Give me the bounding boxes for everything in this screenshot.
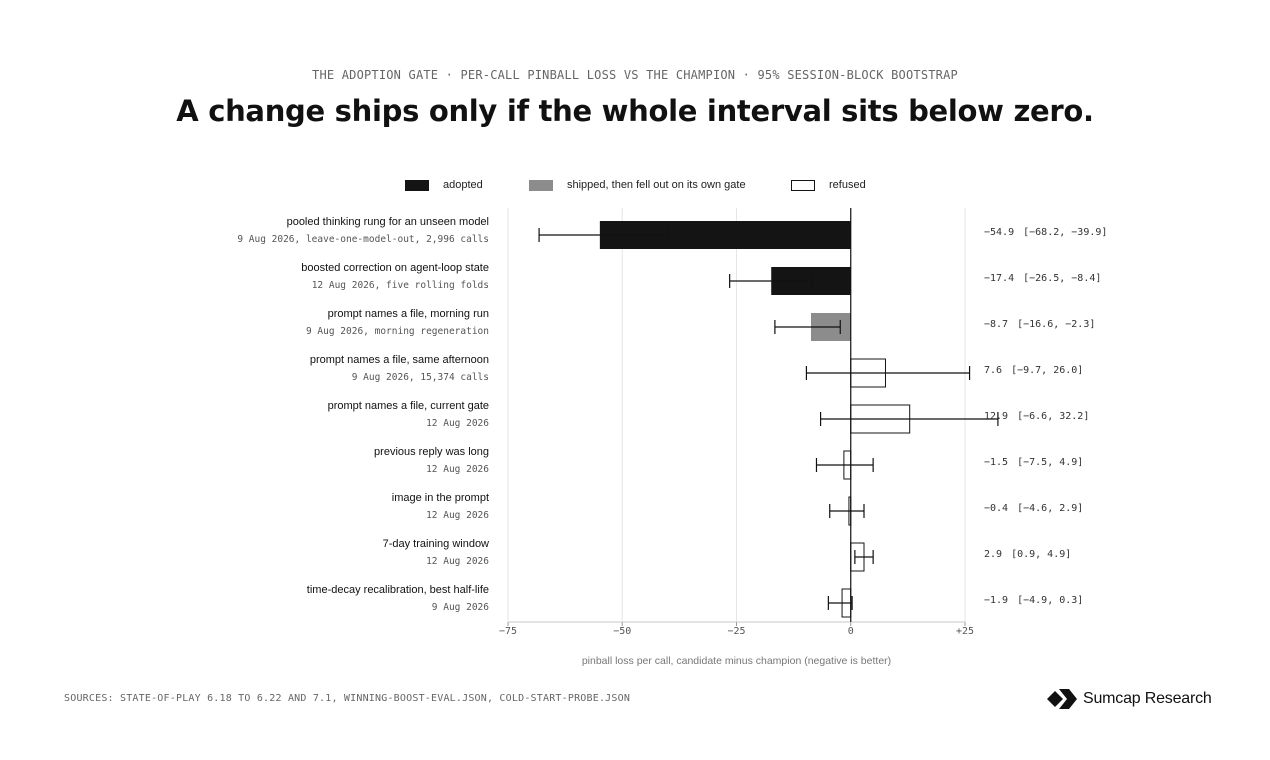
row-value: −1.9 [−4.9, 0.3]	[984, 595, 1083, 606]
row-value: −8.7 [−16.6, −2.3]	[984, 319, 1095, 330]
row-value: 2.9 [0.9, 4.9]	[984, 549, 1071, 560]
row-interval: [−68.2, −39.9]	[1023, 227, 1108, 238]
row-subtitle: 9 Aug 2026, 15,374 calls	[351, 372, 489, 383]
row-subtitle: 12 Aug 2026, five rolling folds	[311, 280, 489, 291]
row-label: image in the prompt 12 Aug 2026	[392, 491, 489, 523]
row-interval: [−9.7, 26.0]	[1011, 365, 1084, 376]
x-tick-label: +25	[956, 626, 974, 637]
row-value: −17.4 [−26.5, −8.4]	[984, 273, 1101, 284]
legend-swatch-shipped	[529, 180, 553, 191]
legend-swatch-refused	[791, 180, 815, 191]
row-interval: [−6.6, 32.2]	[1017, 411, 1090, 422]
x-tick-label: −25	[727, 626, 745, 637]
row-label: 7-day training window 12 Aug 2026	[383, 537, 489, 569]
row-point-estimate: −17.4	[984, 273, 1015, 284]
legend-label-refused: refused	[829, 179, 866, 191]
chart-headline: A change ships only if the whole interva…	[176, 94, 1094, 128]
row-value: −0.4 [−4.6, 2.9]	[984, 503, 1083, 514]
x-tick-label: −50	[613, 626, 631, 637]
row-interval: [−7.5, 4.9]	[1017, 457, 1084, 468]
legend-label-adopted: adopted	[443, 179, 483, 191]
row-interval: [−16.6, −2.3]	[1017, 319, 1096, 330]
sumcap-logo-icon	[1047, 689, 1077, 709]
row-subtitle: 12 Aug 2026	[426, 418, 489, 429]
row-value: −54.9 [−68.2, −39.9]	[984, 227, 1107, 238]
row-title: previous reply was long	[374, 446, 489, 458]
row-subtitle: 9 Aug 2026, morning regeneration	[305, 326, 489, 337]
row-title: image in the prompt	[391, 492, 489, 504]
x-tick-label: −75	[499, 626, 517, 637]
row-interval: [−26.5, −8.4]	[1023, 273, 1102, 284]
row-point-estimate: −1.9	[984, 595, 1009, 606]
row-label: boosted correction on agent-loop state 12…	[301, 261, 489, 293]
row-subtitle: 9 Aug 2026	[431, 602, 489, 613]
row-title: prompt names a file, same afternoon	[309, 354, 489, 366]
row-title: time-decay recalibration, best half-life	[306, 584, 489, 596]
row-value: 7.6 [−9.7, 26.0]	[984, 365, 1083, 376]
legend-swatch-adopted	[405, 180, 429, 191]
row-label: prompt names a file, morning run 9 Aug 20…	[306, 307, 489, 339]
brand-name: Sumcap Research	[1083, 690, 1212, 707]
row-subtitle: 12 Aug 2026	[426, 556, 489, 567]
row-point-estimate: 7.6	[984, 365, 1003, 376]
x-axis-title: pinball loss per call, candidate minus c…	[581, 655, 892, 667]
row-point-estimate: 2.9	[984, 549, 1003, 560]
row-interval: [−4.6, 2.9]	[1017, 503, 1084, 514]
row-value: −1.5 [−7.5, 4.9]	[984, 457, 1083, 468]
row-subtitle: 12 Aug 2026	[426, 464, 489, 475]
row-value: 12.9 [−6.6, 32.2]	[984, 411, 1089, 422]
row-point-estimate: −0.4	[984, 503, 1009, 514]
row-label: prompt names a file, current gate 12 Aug …	[328, 399, 489, 431]
row-point-estimate: −54.9	[984, 227, 1015, 238]
row-subtitle: 9 Aug 2026, leave-one-model-out, 2,996 c…	[237, 234, 489, 245]
sources-note: SOURCES: STATE-OF-PLAY 6.18 TO 6.22 AND …	[64, 693, 631, 704]
row-point-estimate: −8.7	[984, 319, 1009, 330]
row-label: previous reply was long 12 Aug 2026	[374, 445, 489, 477]
row-label: time-decay recalibration, best half-life…	[307, 583, 489, 615]
row-interval: [0.9, 4.9]	[1011, 549, 1072, 560]
x-tick-label: 0	[848, 626, 854, 637]
row-point-estimate: −1.5	[984, 457, 1009, 468]
row-title: prompt names a file, current gate	[327, 400, 489, 412]
row-subtitle: 12 Aug 2026	[426, 510, 489, 521]
row-label: prompt names a file, same afternoon 9 Aug…	[310, 353, 489, 385]
row-title: pooled thinking rung for an unseen model	[286, 216, 489, 228]
row-label: pooled thinking rung for an unseen model…	[237, 215, 489, 247]
chart-kicker: THE ADOPTION GATE · PER-CALL PINBALL LOS…	[312, 68, 958, 82]
row-title: 7-day training window	[382, 538, 489, 550]
legend-label-shipped: shipped, then fell out on its own gate	[567, 179, 746, 191]
row-title: boosted correction on agent-loop state	[301, 262, 489, 274]
row-title: prompt names a file, morning run	[327, 308, 489, 320]
row-interval: [−4.9, 0.3]	[1017, 595, 1084, 606]
row-point-estimate: 12.9	[984, 411, 1009, 422]
